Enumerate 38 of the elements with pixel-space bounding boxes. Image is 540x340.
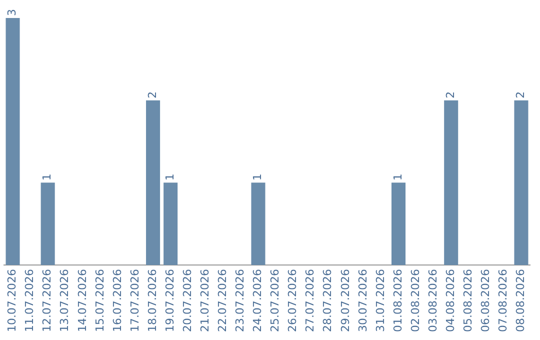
x-tick-label: 11.07.2026	[23, 269, 36, 332]
x-tick-label: 18.07.2026	[146, 269, 159, 332]
x-tick-label: 03.08.2026	[426, 269, 440, 332]
x-tick-label: 14.07.2026	[76, 269, 89, 332]
data-label: 1	[391, 174, 404, 181]
data-label: 2	[146, 91, 159, 98]
data-label: 2	[514, 91, 528, 98]
x-tick-label: 05.08.2026	[461, 269, 474, 332]
x-tick-label: 22.07.2026	[216, 269, 230, 332]
x-tick-label: 25.07.2026	[268, 269, 282, 332]
x-tick-label: 13.07.2026	[58, 269, 72, 332]
x-tick-label: 31.07.2026	[374, 269, 387, 332]
data-label: 3	[6, 9, 19, 16]
x-tick-label: 15.07.2026	[93, 269, 106, 332]
x-tick-label: 23.07.2026	[234, 269, 247, 332]
x-tick-label: 02.08.2026	[408, 269, 422, 332]
x-tick-label: 20.07.2026	[180, 269, 194, 332]
x-tick-label: 12.07.2026	[40, 269, 54, 332]
x-tick-label: 10.07.2026	[6, 269, 19, 332]
data-label: 1	[163, 174, 176, 181]
x-tick-label: 30.07.2026	[356, 269, 370, 332]
x-tick-label: 08.08.2026	[514, 269, 528, 332]
x-tick-label: 16.07.2026	[110, 269, 124, 332]
data-label: 1	[40, 174, 54, 181]
data-label: 2	[444, 91, 457, 98]
x-tick-label: 28.07.2026	[321, 269, 334, 332]
x-tick-label: 17.07.2026	[128, 269, 142, 332]
x-tick-label: 24.07.2026	[251, 269, 264, 332]
data-label: 1	[251, 174, 264, 181]
x-tick-label: 19.07.2026	[163, 269, 176, 332]
x-tick-label: 04.08.2026	[444, 269, 457, 332]
x-tick-label: 06.08.2026	[479, 269, 492, 332]
x-tick-label: 21.07.2026	[198, 269, 212, 332]
x-tick-label: 01.08.2026	[391, 269, 404, 332]
x-tick-label: 29.07.2026	[338, 269, 352, 332]
x-tick-label: 27.07.2026	[304, 269, 317, 332]
x-tick-label: 07.08.2026	[496, 269, 510, 332]
x-tick-label: 26.07.2026	[286, 269, 300, 332]
